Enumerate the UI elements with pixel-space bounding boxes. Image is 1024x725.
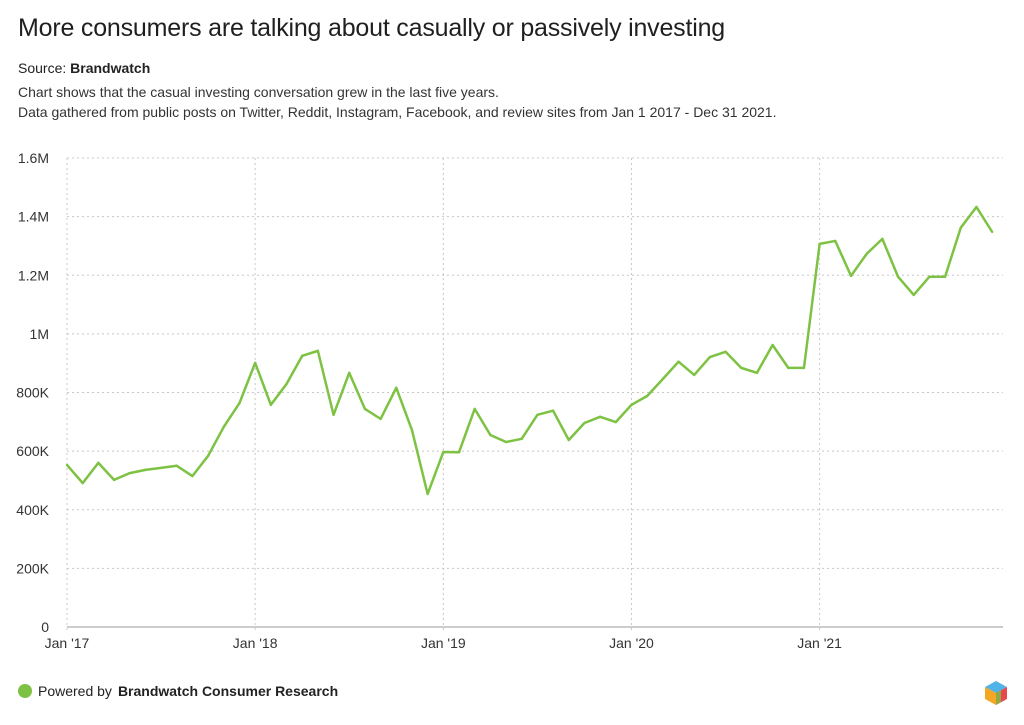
data-point	[771, 343, 774, 347]
y-tick-label: 1.2M	[18, 267, 49, 283]
data-point	[504, 440, 508, 444]
data-point	[81, 481, 84, 485]
x-tick-label: Jan '17	[45, 635, 90, 651]
data-point	[740, 366, 743, 370]
data-point	[865, 252, 868, 256]
data-point	[363, 407, 367, 411]
data-point	[583, 421, 586, 425]
brand-dot-icon	[18, 684, 32, 698]
description-line-2: Data gathered from public posts on Twitt…	[18, 104, 777, 120]
data-point	[834, 239, 837, 243]
data-point	[159, 466, 163, 470]
data-point	[598, 415, 602, 419]
data-point	[724, 350, 727, 353]
data-point	[410, 428, 414, 432]
y-tick-label: 600K	[16, 443, 49, 459]
y-tick-label: 1M	[30, 326, 49, 342]
data-point	[395, 386, 398, 390]
data-point	[943, 275, 947, 278]
series-line	[66, 205, 994, 496]
data-point	[520, 437, 523, 441]
data-point	[975, 205, 978, 209]
y-tick-label: 0	[41, 619, 49, 635]
data-point	[473, 407, 476, 411]
data-point	[959, 226, 962, 229]
data-point	[645, 394, 649, 398]
data-point	[348, 371, 351, 375]
data-point	[536, 413, 539, 416]
data-point	[191, 474, 194, 478]
brand-name: Brandwatch Consumer Research	[117, 683, 339, 699]
data-point	[426, 492, 429, 496]
data-point	[144, 468, 147, 472]
data-point	[928, 275, 931, 278]
source-line: Source: Brandwatch	[18, 60, 150, 76]
data-point	[301, 354, 304, 358]
footer: Powered by Brandwatch Consumer Research	[18, 683, 338, 699]
data-point	[206, 454, 210, 458]
data-point	[990, 230, 994, 234]
data-point	[802, 366, 806, 370]
data-point	[708, 355, 712, 359]
data-point	[912, 293, 915, 297]
data-point	[316, 349, 320, 353]
x-tick-label: Jan '19	[421, 635, 466, 651]
data-point	[332, 413, 335, 416]
data-point	[222, 425, 225, 428]
y-tick-label: 400K	[16, 502, 49, 518]
data-point	[269, 403, 273, 407]
data-point	[238, 401, 241, 405]
data-point	[379, 417, 382, 421]
y-tick-label: 1.4M	[18, 209, 49, 225]
data-point	[881, 237, 884, 241]
data-point	[457, 451, 461, 454]
data-point	[567, 438, 570, 442]
data-point	[614, 420, 617, 424]
data-point	[787, 366, 790, 370]
data-point	[65, 463, 69, 467]
y-tick-label: 200K	[16, 560, 49, 576]
data-point	[693, 373, 696, 377]
data-point	[442, 450, 445, 454]
data-point	[112, 478, 116, 482]
data-point	[896, 275, 900, 278]
x-tick-label: Jan '18	[233, 635, 278, 651]
data-point	[489, 433, 492, 437]
chart-title: More consumers are talking about casuall…	[18, 14, 725, 42]
data-point	[253, 361, 257, 365]
brandwatch-logo-icon	[985, 681, 1007, 705]
x-tick-label: Jan '20	[609, 635, 654, 651]
data-point	[849, 274, 853, 278]
y-tick-label: 800K	[16, 385, 49, 401]
data-point	[677, 360, 680, 363]
data-point	[285, 382, 288, 386]
powered-by-label: Powered by	[38, 683, 112, 699]
data-point	[661, 377, 665, 381]
data-point	[175, 464, 178, 467]
source-name: Brandwatch	[70, 60, 151, 76]
data-point	[818, 242, 821, 246]
data-point	[755, 371, 759, 375]
data-point	[630, 403, 633, 407]
description-line-1: Chart shows that the casual investing co…	[18, 84, 499, 100]
x-tick-label: Jan '21	[797, 635, 842, 651]
data-point	[551, 409, 555, 412]
source-label: Source:	[18, 60, 67, 76]
data-point	[128, 471, 131, 475]
y-tick-label: 1.6M	[18, 150, 49, 166]
data-point	[97, 461, 100, 465]
